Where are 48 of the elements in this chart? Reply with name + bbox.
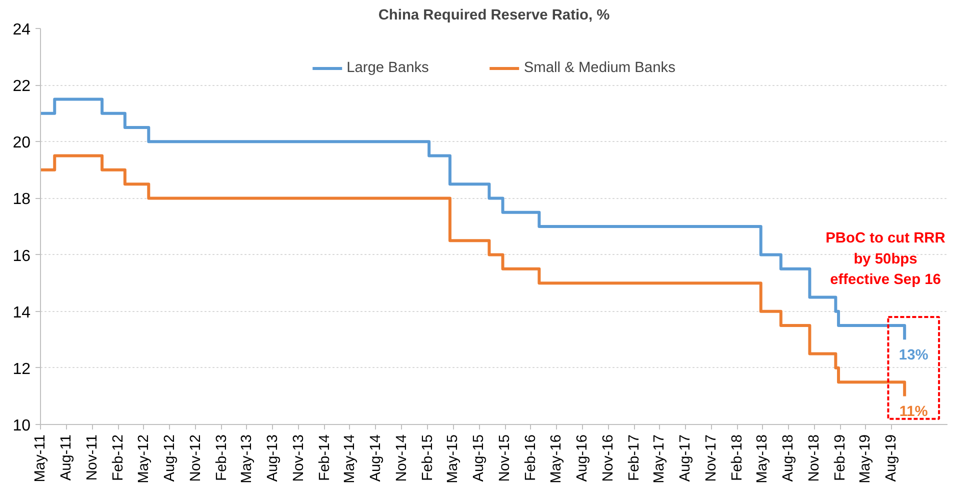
- x-tick-label: Feb-19: [832, 434, 848, 481]
- x-tick-label: May-17: [651, 434, 668, 484]
- x-tick-label: Aug-13: [264, 434, 281, 482]
- x-tick-label: Nov-15: [497, 434, 514, 482]
- x-tick-label: May-13: [238, 434, 255, 484]
- x-tick-label: Aug-19: [884, 434, 900, 482]
- y-tick-label: 24: [12, 22, 31, 38]
- x-tick-label: Nov-12: [188, 434, 204, 482]
- x-tick-label: Nov-16: [600, 434, 616, 482]
- x-tick-label: Feb-15: [420, 434, 436, 481]
- x-tick-label: Aug-11: [58, 434, 74, 481]
- y-tick-label: 12: [12, 360, 31, 378]
- chart-title: China Required Reserve Ratio, %: [378, 8, 610, 24]
- x-tick-label: Aug-15: [471, 434, 488, 482]
- x-tick-label: May-19: [858, 434, 874, 484]
- annotation: 11%: [899, 404, 928, 420]
- x-tick-label: Feb-12: [110, 434, 126, 481]
- x-tick-label: May-12: [136, 434, 152, 484]
- x-tick-label: Nov-11: [84, 434, 100, 481]
- x-tick-label: Feb-18: [729, 434, 746, 481]
- x-tick-label: Feb-13: [214, 434, 230, 481]
- y-tick-label: 10: [12, 418, 31, 434]
- x-tick-label: Feb-17: [626, 434, 642, 481]
- x-tick-label: Nov-13: [290, 434, 307, 482]
- x-tick-label: May-15: [445, 434, 462, 484]
- x-tick-label: Aug-14: [368, 434, 384, 482]
- y-tick-label: 22: [12, 78, 31, 96]
- y-tick-label: 18: [12, 191, 31, 208]
- annotation: PBoC to cut RRR by 50bps effective Sep 16: [826, 230, 946, 288]
- x-tick-label: Aug-16: [574, 434, 590, 482]
- legend-label: Large Banks: [346, 60, 429, 76]
- y-tick-label: 16: [12, 248, 31, 265]
- x-tick-label: May-18: [754, 434, 771, 484]
- x-tick-label: Aug-17: [677, 434, 694, 482]
- x-tick-label: May-14: [342, 434, 358, 484]
- x-tick-label: Feb-14: [316, 434, 333, 481]
- y-tick-label: 14: [12, 304, 31, 322]
- x-tick-label: May-16: [548, 434, 564, 484]
- x-tick-label: Feb-16: [522, 434, 539, 481]
- x-tick-label: Nov-17: [703, 434, 720, 482]
- y-tick-label: 20: [12, 134, 31, 152]
- x-tick-label: Nov-18: [806, 434, 822, 482]
- legend-label: Small & Medium Banks: [524, 60, 676, 76]
- x-tick-label: Aug-18: [780, 434, 797, 482]
- x-tick-label: Nov-14: [394, 434, 410, 482]
- x-tick-label: May-11: [32, 434, 48, 482]
- annotation: 13%: [898, 348, 928, 364]
- x-tick-label: Aug-12: [162, 434, 178, 482]
